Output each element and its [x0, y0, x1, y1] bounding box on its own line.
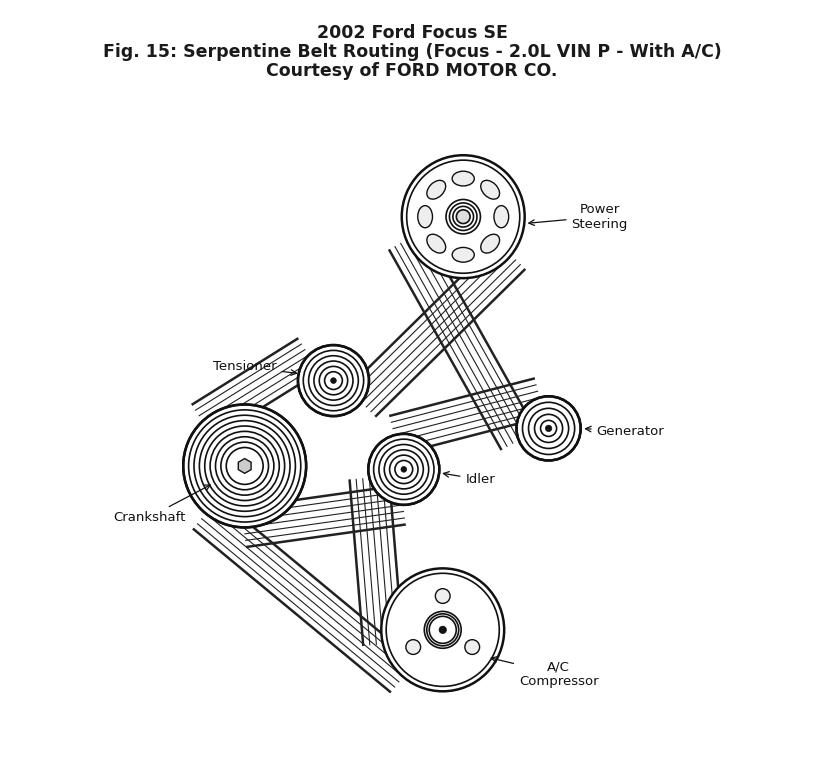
Text: Tensioner: Tensioner: [213, 360, 297, 375]
Circle shape: [406, 639, 420, 655]
Circle shape: [330, 378, 336, 384]
Ellipse shape: [480, 234, 499, 253]
Circle shape: [465, 639, 480, 655]
Text: Idler: Idler: [443, 472, 495, 486]
Circle shape: [183, 404, 307, 527]
Text: Power
Steering: Power Steering: [529, 203, 628, 230]
Text: Crankshaft: Crankshaft: [113, 485, 210, 523]
Text: 2002 Ford Focus SE: 2002 Ford Focus SE: [316, 24, 508, 43]
Ellipse shape: [427, 234, 446, 253]
Ellipse shape: [427, 180, 446, 199]
Text: Courtesy of FORD MOTOR CO.: Courtesy of FORD MOTOR CO.: [266, 62, 558, 80]
Ellipse shape: [494, 206, 508, 227]
Text: Fig. 15: Serpentine Belt Routing (Focus - 2.0L VIN P - With A/C): Fig. 15: Serpentine Belt Routing (Focus …: [103, 43, 721, 61]
Circle shape: [456, 210, 471, 224]
Circle shape: [382, 568, 504, 691]
Text: Generator: Generator: [586, 425, 664, 438]
Ellipse shape: [480, 180, 499, 199]
Circle shape: [439, 626, 447, 633]
Circle shape: [545, 425, 552, 432]
Circle shape: [517, 396, 581, 461]
Circle shape: [298, 345, 369, 416]
Circle shape: [401, 466, 407, 472]
Text: A/C
Compressor: A/C Compressor: [491, 657, 598, 688]
Ellipse shape: [418, 206, 433, 227]
Circle shape: [435, 589, 450, 604]
Circle shape: [402, 155, 525, 278]
Ellipse shape: [452, 247, 475, 262]
Circle shape: [368, 434, 439, 505]
Ellipse shape: [452, 171, 475, 186]
Polygon shape: [238, 459, 251, 473]
